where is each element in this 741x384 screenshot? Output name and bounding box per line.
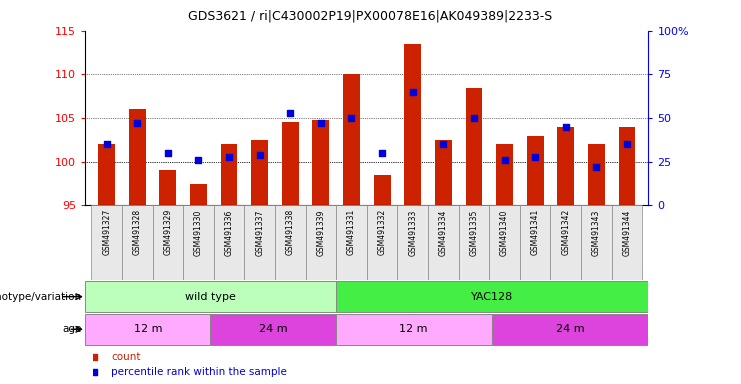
Text: GSM491335: GSM491335 — [469, 209, 479, 256]
Bar — [336, 281, 648, 312]
Point — [621, 141, 633, 147]
Bar — [85, 314, 210, 345]
Text: 12 m: 12 m — [133, 324, 162, 334]
Bar — [305, 205, 336, 280]
Point — [223, 154, 235, 160]
Text: GSM491328: GSM491328 — [133, 209, 142, 255]
Text: GSM491332: GSM491332 — [378, 209, 387, 255]
Point — [468, 115, 480, 121]
Bar — [489, 205, 520, 280]
Text: 12 m: 12 m — [399, 324, 428, 334]
Bar — [588, 144, 605, 205]
Bar — [520, 205, 551, 280]
Text: GSM491341: GSM491341 — [531, 209, 539, 255]
Bar — [397, 205, 428, 280]
Bar — [492, 314, 648, 345]
Text: GSM491338: GSM491338 — [286, 209, 295, 255]
Bar — [99, 144, 115, 205]
Point — [89, 354, 101, 360]
Bar — [435, 140, 452, 205]
Text: count: count — [111, 352, 141, 362]
Bar — [465, 88, 482, 205]
Bar — [85, 281, 336, 312]
Text: wild type: wild type — [185, 291, 236, 302]
Text: GSM491329: GSM491329 — [163, 209, 173, 255]
Bar — [210, 314, 336, 345]
Bar — [122, 205, 153, 280]
Text: GDS3621 / ri|C430002P19|PX00078E16|AK049389|2233-S: GDS3621 / ri|C430002P19|PX00078E16|AK049… — [188, 10, 553, 23]
Bar — [405, 44, 421, 205]
Bar — [527, 136, 544, 205]
Text: 24 m: 24 m — [259, 324, 288, 334]
Bar — [557, 127, 574, 205]
Text: GSM491333: GSM491333 — [408, 209, 417, 256]
Text: GSM491344: GSM491344 — [622, 209, 631, 256]
Bar — [129, 109, 146, 205]
Point — [529, 154, 541, 160]
Point — [101, 141, 113, 147]
Text: GSM491337: GSM491337 — [255, 209, 265, 256]
Bar — [91, 205, 122, 280]
Bar — [373, 175, 391, 205]
Point — [376, 150, 388, 156]
Bar — [213, 205, 245, 280]
Text: GSM491339: GSM491339 — [316, 209, 325, 256]
Point — [285, 110, 296, 116]
Text: percentile rank within the sample: percentile rank within the sample — [111, 367, 287, 377]
Bar — [183, 205, 213, 280]
Text: GSM491331: GSM491331 — [347, 209, 356, 255]
Point — [407, 89, 419, 95]
Point — [499, 157, 511, 163]
Text: YAC128: YAC128 — [471, 291, 513, 302]
Bar — [336, 314, 492, 345]
Point — [559, 124, 571, 130]
Bar — [282, 122, 299, 205]
Bar — [313, 120, 329, 205]
Text: 24 m: 24 m — [556, 324, 585, 334]
Bar — [551, 205, 581, 280]
Bar — [153, 205, 183, 280]
Point — [437, 141, 449, 147]
Bar — [611, 205, 642, 280]
Text: GSM491336: GSM491336 — [225, 209, 233, 256]
Text: GSM491342: GSM491342 — [561, 209, 571, 255]
Text: age: age — [62, 324, 82, 334]
Bar — [190, 184, 207, 205]
Point — [253, 152, 265, 158]
Bar — [275, 205, 305, 280]
Bar — [459, 205, 489, 280]
Text: genotype/variation: genotype/variation — [0, 291, 82, 302]
Bar — [245, 205, 275, 280]
Bar — [159, 170, 176, 205]
Text: GSM491334: GSM491334 — [439, 209, 448, 256]
Point — [591, 164, 602, 170]
Bar — [343, 74, 360, 205]
Point — [89, 369, 101, 375]
Bar — [496, 144, 513, 205]
Bar — [581, 205, 611, 280]
Text: GSM491343: GSM491343 — [592, 209, 601, 256]
Bar — [336, 205, 367, 280]
Point — [131, 120, 143, 126]
Point — [193, 157, 205, 163]
Text: GSM491330: GSM491330 — [194, 209, 203, 256]
Text: GSM491340: GSM491340 — [500, 209, 509, 256]
Point — [345, 115, 357, 121]
Point — [315, 120, 327, 126]
Bar — [367, 205, 397, 280]
Text: GSM491327: GSM491327 — [102, 209, 111, 255]
Bar — [251, 140, 268, 205]
Bar — [428, 205, 459, 280]
Point — [162, 150, 174, 156]
Bar — [221, 144, 237, 205]
Bar — [619, 127, 635, 205]
